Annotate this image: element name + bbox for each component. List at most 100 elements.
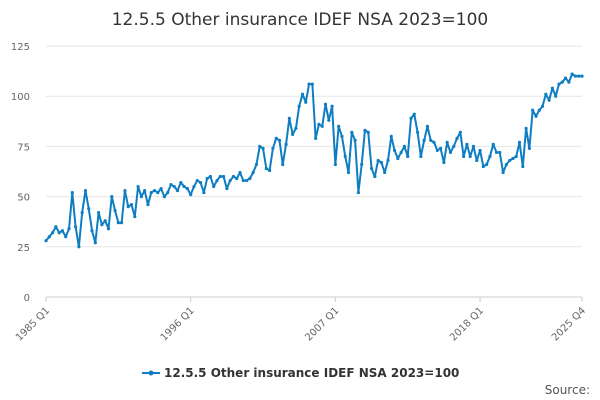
data-point: [50, 231, 55, 235]
data-point: [106, 227, 111, 231]
y-tick-label: 50: [17, 193, 30, 204]
series-line: [45, 73, 582, 248]
data-point: [205, 176, 209, 181]
data-point: [363, 128, 367, 132]
data-point: [172, 184, 176, 189]
data-point: [491, 142, 495, 146]
data-point: [116, 221, 120, 225]
data-point: [195, 178, 199, 183]
data-point: [402, 144, 407, 148]
data-point: [383, 170, 387, 175]
data-point: [524, 126, 528, 130]
data-point: [294, 126, 298, 130]
data-point: [462, 154, 466, 159]
data-point: [471, 144, 476, 148]
data-point: [120, 221, 124, 225]
data-point: [248, 176, 252, 181]
data-point: [133, 215, 137, 219]
data-point: [570, 72, 574, 76]
x-tick-label: 1996 Q1: [159, 305, 197, 343]
data-point: [494, 150, 499, 155]
data-point: [192, 184, 196, 189]
data-point: [353, 138, 357, 142]
data-point: [251, 170, 255, 175]
data-point: [419, 154, 423, 159]
data-point: [179, 180, 183, 185]
data-point: [175, 188, 180, 193]
data-point: [557, 82, 561, 86]
data-point: [264, 166, 268, 171]
data-point: [244, 178, 249, 183]
data-point: [537, 108, 541, 112]
data-point: [97, 211, 101, 215]
data-point: [511, 156, 515, 161]
data-point: [399, 150, 403, 155]
data-point: [534, 114, 538, 118]
data-point: [103, 219, 107, 223]
data-point: [156, 190, 160, 195]
x-axis-ticks: 1985 Q1 1996 Q1 2007 Q1 2018 Q1 2025 Q4: [14, 297, 588, 343]
data-point: [481, 164, 485, 169]
data-point: [307, 82, 311, 86]
data-point: [429, 138, 433, 142]
data-point: [149, 190, 153, 195]
data-point: [504, 162, 508, 167]
data-point: [458, 130, 462, 134]
data-point: [439, 146, 443, 151]
data-point: [139, 195, 143, 199]
data-point: [228, 178, 232, 183]
data-point: [129, 203, 134, 207]
data-point: [531, 108, 535, 112]
data-point: [136, 184, 140, 189]
data-point: [317, 122, 321, 126]
y-tick-label: 100: [11, 92, 30, 103]
data-point: [123, 188, 127, 193]
data-point: [392, 148, 397, 153]
data-point: [550, 86, 555, 90]
data-point: [287, 116, 291, 120]
data-point: [110, 195, 114, 199]
data-point: [517, 140, 522, 144]
data-point: [396, 156, 400, 161]
data-point: [560, 80, 564, 84]
grid: [46, 45, 582, 248]
data-point: [442, 160, 446, 165]
legend[interactable]: 12.5.5 Other insurance IDEF NSA 2023=100: [142, 366, 459, 380]
data-point: [527, 146, 531, 151]
data-point: [554, 94, 558, 98]
y-tick-label: 125: [11, 42, 30, 53]
data-point: [159, 186, 163, 191]
data-point: [343, 154, 347, 159]
data-point: [231, 174, 236, 179]
data-point: [422, 138, 426, 142]
data-point: [274, 136, 278, 140]
data-point: [271, 146, 275, 151]
data-point: [432, 140, 436, 144]
data-point: [406, 154, 410, 159]
x-tick-label: 1985 Q1: [14, 305, 52, 343]
data-point: [547, 98, 551, 102]
data-point: [425, 124, 430, 128]
data-point: [386, 158, 390, 163]
data-point: [152, 188, 157, 193]
x-tick-label: 2018 Q1: [448, 305, 486, 343]
data-point: [373, 174, 377, 179]
data-point: [100, 223, 104, 227]
data-point: [241, 178, 245, 183]
data-point: [577, 74, 581, 78]
data-point: [162, 195, 166, 199]
data-point: [225, 186, 229, 191]
data-point: [330, 104, 334, 108]
data-point: [169, 182, 173, 187]
data-point: [465, 142, 469, 146]
data-point: [310, 82, 314, 86]
data-point: [415, 130, 420, 134]
data-point: [67, 227, 71, 231]
data-point: [498, 150, 502, 155]
data-point: [218, 174, 222, 179]
legend-label: 12.5.5 Other insurance IDEF NSA 2023=100: [164, 366, 459, 380]
data-point: [54, 225, 58, 229]
data-point: [208, 174, 213, 179]
data-point: [304, 100, 308, 104]
